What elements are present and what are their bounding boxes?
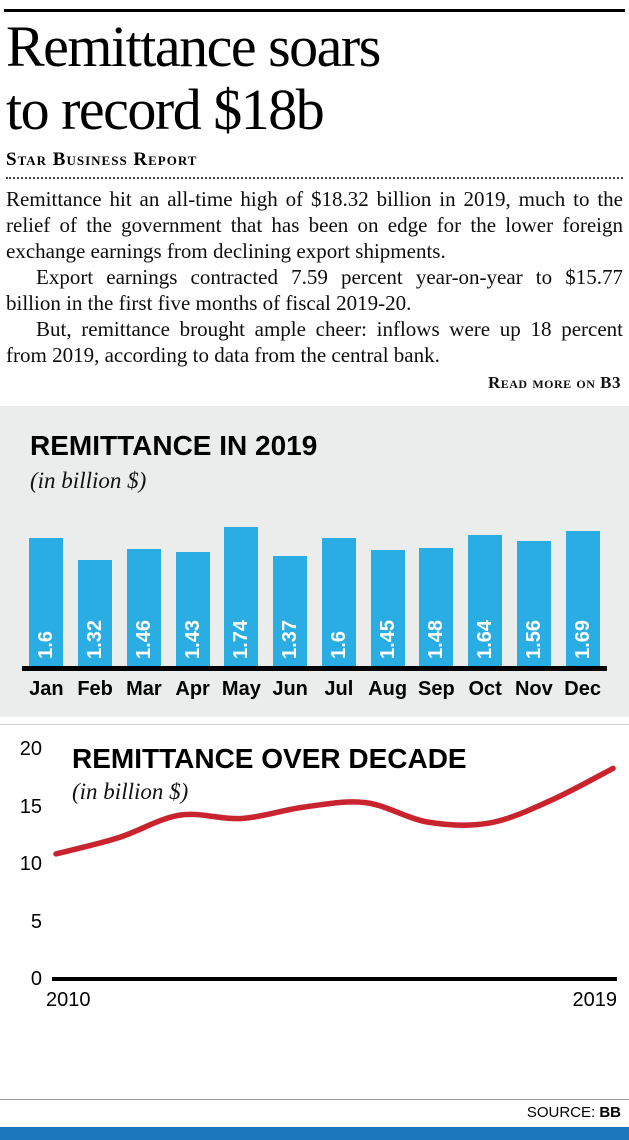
x-axis-label: Aug	[368, 678, 408, 701]
y-axis-label: 0	[30, 968, 42, 991]
bar-column: 1.74	[217, 527, 266, 667]
section-divider	[0, 724, 629, 726]
bar-value-label: 1.45	[376, 620, 399, 660]
bar-chart-subtitle: (in billion $)	[30, 468, 147, 494]
bar-column: 1.56	[510, 541, 559, 667]
bar: 1.46	[126, 549, 161, 667]
y-axis-label: 10	[19, 853, 42, 876]
byline: Star Business Report	[6, 149, 198, 171]
bar-column: 1.69	[558, 531, 607, 667]
month-labels-row: Jan Feb Mar Apr May Jun Jul Aug Sep Oct Nov Dec	[22, 678, 607, 701]
x-axis-label: Mar	[126, 678, 162, 701]
x-axis-label: Feb	[77, 678, 113, 701]
bar-column: 1.37	[266, 556, 315, 667]
x-axis-label: Apr	[175, 678, 210, 701]
bar-value-label: 1.6	[35, 631, 58, 660]
source-value: BB	[599, 1104, 621, 1121]
headline-line-2: to record $18b	[6, 76, 325, 142]
bar: 1.48	[419, 548, 454, 667]
bar: 1.64	[468, 535, 503, 667]
x-axis-label: May	[221, 678, 261, 701]
line-chart-plot	[52, 749, 617, 982]
bar-chart-title: REMITTANCE IN 2019	[30, 430, 318, 462]
read-more-link: Read more on B3	[487, 373, 621, 393]
bar-value-label: 1.48	[425, 620, 448, 660]
bars-row: 1.6 1.32 1.46 1.43 1.74 1.37 1.6 1.45 1.48 1.64 1.…	[22, 498, 607, 667]
line-chart-section: REMITTANCE OVER DECADE (in billion $) 20…	[0, 731, 629, 1093]
x-axis-label: Jan	[29, 678, 64, 701]
paragraph: Remittance hit an all-time high of $18.3…	[6, 187, 623, 264]
page-title: Remittance soars to record $18b	[6, 14, 623, 142]
bar-value-label: 1.43	[181, 620, 204, 660]
bar-column: 1.6	[315, 538, 364, 667]
x-axis-labels: 2010 2019	[46, 989, 617, 1012]
x-axis-label: Oct	[468, 678, 502, 701]
x-axis-label: Dec	[564, 678, 601, 701]
bar: 1.45	[370, 550, 405, 667]
y-axis-label: 15	[19, 795, 42, 818]
bar-value-label: 1.69	[571, 620, 594, 660]
y-axis-labels: 20 15 10 5 0	[6, 738, 42, 990]
bar-column: 1.6	[22, 538, 71, 667]
bar-value-label: 1.46	[132, 620, 155, 660]
bar-column: 1.43	[168, 552, 217, 667]
line-chart-titles: REMITTANCE OVER DECADE (in billion $)	[72, 743, 467, 805]
dotted-divider	[6, 174, 623, 180]
source-row: SOURCE: BB	[0, 1099, 629, 1125]
paragraph: Export earnings contracted 7.59 percent …	[6, 265, 623, 316]
y-axis-label: 5	[30, 910, 42, 933]
bar-chart-section: REMITTANCE IN 2019 (in billion $) 1.6 1.3…	[0, 406, 629, 718]
bar: 1.43	[175, 552, 210, 667]
bar-column: 1.48	[412, 548, 461, 667]
bar: 1.74	[224, 527, 259, 667]
source-label: SOURCE:	[526, 1104, 596, 1121]
article: Remittance soars to record $18b Star Bus…	[0, 12, 629, 393]
bottom-blue-bar	[0, 1127, 629, 1140]
bar-value-label: 1.56	[522, 620, 545, 660]
bar-value-label: 1.74	[230, 620, 253, 660]
bar-value-label: 1.37	[279, 620, 302, 660]
bar: 1.56	[516, 541, 551, 667]
bar-column: 1.32	[71, 560, 120, 667]
line-chart-title: REMITTANCE OVER DECADE	[72, 743, 467, 775]
line-chart-svg	[53, 765, 616, 857]
y-axis-label: 20	[19, 738, 42, 761]
x-axis-label-end: 2019	[572, 989, 618, 1012]
bar: 1.69	[565, 531, 600, 667]
bar-value-label: 1.64	[474, 620, 497, 660]
bar: 1.37	[273, 556, 308, 667]
line-chart-subtitle: (in billion $)	[72, 779, 189, 805]
x-axis-label: Nov	[514, 678, 553, 701]
x-axis-label: Jul	[324, 678, 354, 701]
paragraph: But, remittance brought ample cheer: inf…	[6, 317, 623, 368]
bar: 1.6	[321, 538, 356, 667]
bar-column: 1.64	[461, 535, 510, 667]
bar-column: 1.45	[363, 550, 412, 667]
bar-value-label: 1.6	[327, 631, 350, 660]
bar: 1.32	[78, 560, 113, 667]
top-rule	[4, 9, 625, 12]
x-axis-label: Sep	[418, 678, 455, 701]
bar-value-label: 1.32	[84, 620, 107, 660]
x-axis-label: Jun	[272, 678, 308, 701]
bar: 1.6	[29, 538, 64, 667]
x-axis-label-start: 2010	[46, 989, 91, 1012]
bar-column: 1.46	[120, 549, 169, 667]
bar-chart-x-axis-line	[22, 666, 607, 672]
headline-line-1: Remittance soars	[6, 14, 381, 79]
article-body: Remittance hit an all-time high of $18.3…	[6, 186, 623, 368]
